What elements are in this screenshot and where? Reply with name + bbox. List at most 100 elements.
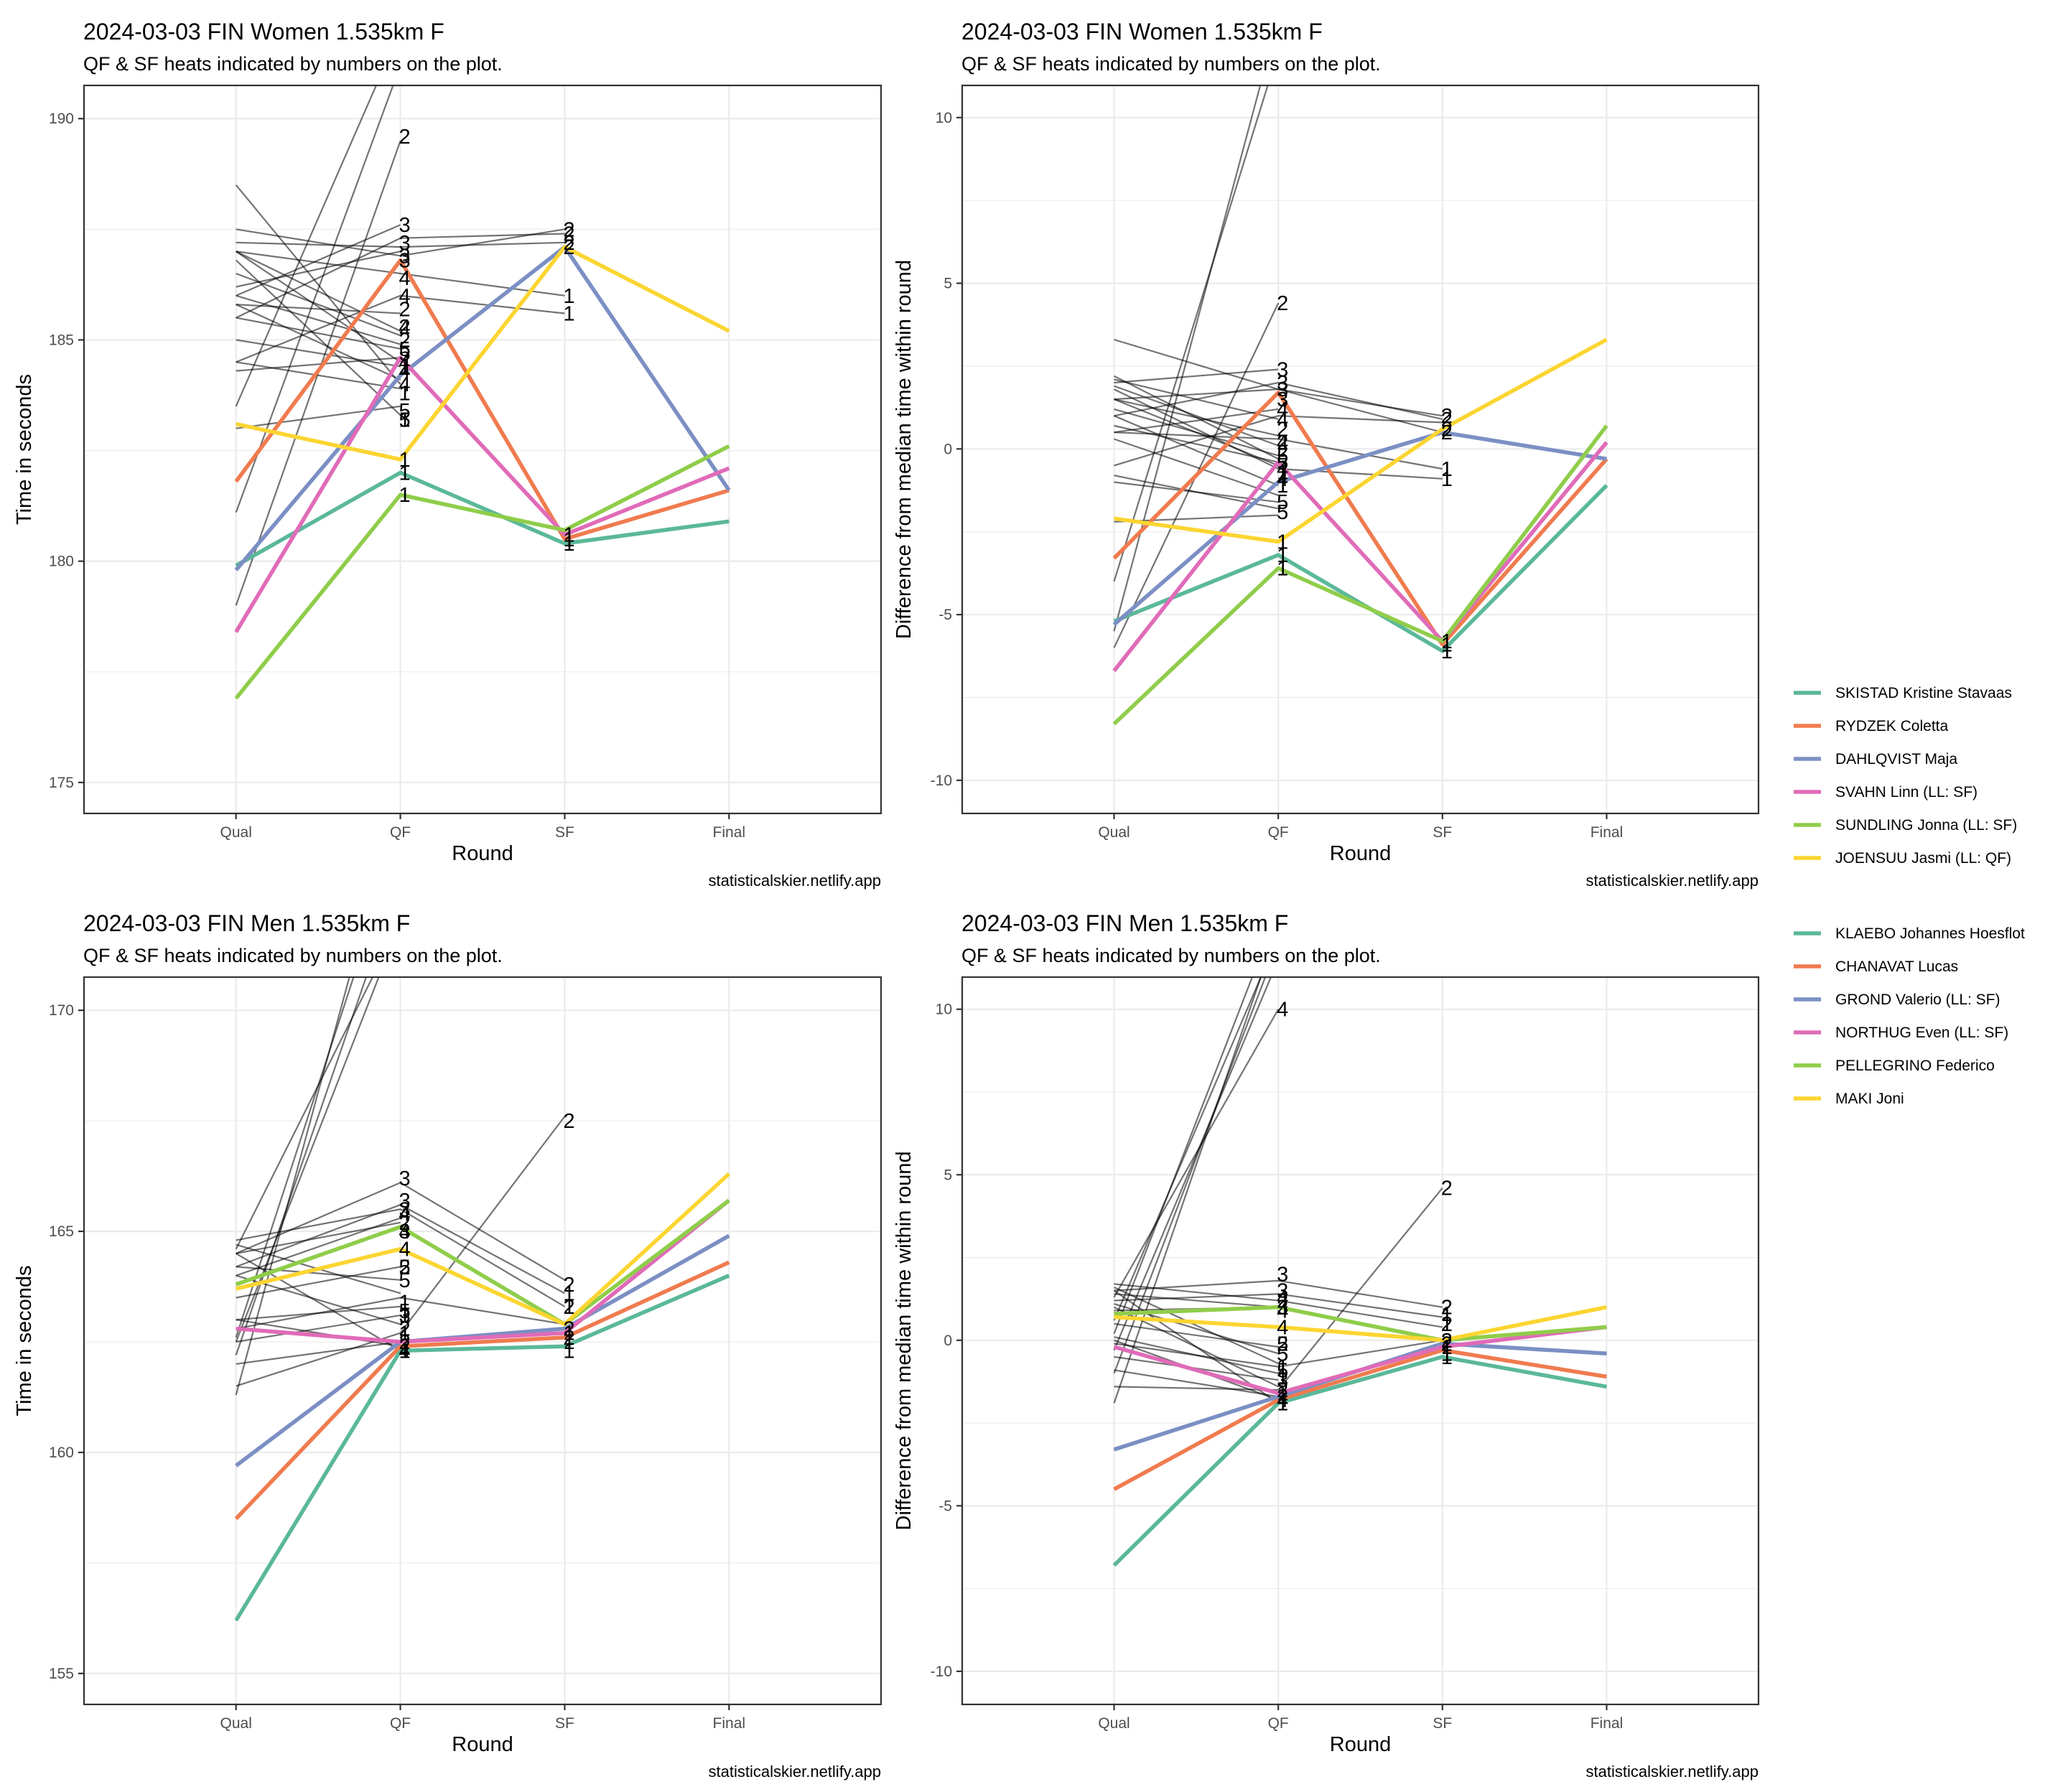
heat-label: 5 [1277, 445, 1288, 468]
y-tick-label: -10 [931, 773, 952, 789]
heat-label: 1 [1277, 1356, 1288, 1379]
heat-label: 1 [1441, 1343, 1453, 1366]
heat-label: 4 [399, 373, 410, 396]
y-tick-label: -5 [938, 1498, 952, 1514]
heat-label: 2 [563, 1327, 574, 1350]
heat-label: 4 [1277, 458, 1288, 481]
x-tick-label: Final [1590, 1715, 1624, 1732]
heat-label: 1 [399, 1292, 410, 1315]
y-axis-title: Difference from median time within round [893, 1151, 916, 1530]
x-tick-label: QF [1268, 824, 1289, 841]
athlete-line-other [236, 251, 401, 363]
athlete-line-other [1114, 475, 1279, 510]
chart-caption: statisticalskier.netlify.app [709, 1763, 881, 1781]
athlete-line-other [236, 1203, 565, 1294]
heat-label: 3 [1277, 359, 1288, 382]
heat-label: 4 [399, 1238, 410, 1261]
heat-label: 3 [399, 1305, 410, 1327]
heat-label: 3 [399, 245, 410, 268]
y-tick-label: 155 [49, 1666, 74, 1682]
athlete-line-other [235, 85, 394, 513]
y-tick-label: 10 [936, 1002, 952, 1018]
heat-label: 1 [563, 528, 574, 551]
heat-label: 3 [1277, 372, 1288, 395]
heat-label: 5 [399, 1256, 410, 1279]
chart-caption: statisticalskier.netlify.app [1586, 872, 1759, 890]
heat-label: 4 [399, 360, 410, 383]
heat-label: 2 [1277, 1386, 1288, 1409]
heat-label: 2 [1441, 409, 1453, 431]
x-tick-label: QF [390, 1715, 411, 1732]
heat-label: 3 [399, 249, 410, 272]
legend-entry: SKISTAD Kristine Stavaas [1835, 685, 2012, 701]
heat-label: 2 [1441, 1333, 1453, 1355]
heat-label: 2 [563, 1274, 574, 1297]
heat-label: 4 [399, 351, 410, 374]
athlete-line-other [1113, 977, 1262, 1404]
heat-label: 1 [1441, 634, 1453, 657]
x-tick-label: QF [390, 824, 411, 841]
heat-label: 5 [1277, 452, 1288, 475]
y-tick-label: 160 [49, 1445, 74, 1461]
series-line [1113, 1325, 1607, 1396]
heat-label: 4 [1277, 999, 1288, 1022]
heat-label: 1 [399, 409, 410, 431]
heat-label: 2 [563, 236, 574, 259]
athlete-line-other [1113, 977, 1272, 1351]
heat-label: 1 [1277, 557, 1288, 580]
athlete-line-other [1114, 415, 1443, 467]
heat-label: 1 [563, 1322, 574, 1345]
heat-label: 2 [563, 223, 574, 246]
series-line [1112, 430, 1607, 626]
x-tick-label: SF [555, 1715, 574, 1732]
legend-entry: PELLEGRINO Federico [1835, 1058, 1995, 1074]
athlete-line-other [1114, 398, 1279, 437]
heat-label: 2 [399, 1318, 410, 1341]
heat-label: 1 [399, 1305, 410, 1327]
heat-label: 5 [399, 1300, 410, 1323]
series-line [235, 470, 730, 568]
athlete-line-other [236, 357, 401, 372]
x-tick-label: SF [555, 824, 574, 841]
heat-label: 1 [1441, 1346, 1453, 1369]
athlete-line-other [236, 294, 401, 345]
heat-label: 1 [1441, 1303, 1453, 1326]
x-tick-label: Final [713, 824, 746, 841]
panels: 3333442242554144155111122222111111751801… [13, 19, 1760, 1781]
athlete-line-other [236, 1305, 401, 1321]
heat-label: 1 [399, 449, 410, 472]
y-axis-title: Difference from median time within round [893, 260, 916, 639]
legend: SKISTAD Kristine Stavaas RYDZEK Coletta DA… [1794, 685, 2017, 867]
heat-label: 2 [563, 1296, 574, 1319]
athlete-line-other [235, 85, 378, 407]
athlete-line-other [235, 977, 350, 1396]
heat-label: 1 [1277, 1392, 1288, 1415]
heat-label: 2 [1277, 1379, 1288, 1402]
heat-label: 2 [1441, 1330, 1453, 1353]
heat-label: 1 [1277, 1366, 1288, 1389]
heat-label: 2 [1441, 405, 1453, 428]
y-tick-label: 0 [944, 1333, 952, 1349]
series-line [234, 258, 730, 541]
heat-label: 2 [399, 126, 410, 149]
heat-label: 3 [399, 1221, 410, 1243]
heat-label: 4 [1277, 1316, 1288, 1339]
heat-label: 3 [1277, 378, 1288, 401]
x-axis-title: Round [452, 842, 513, 865]
athlete-line-other [235, 184, 401, 385]
athlete-line-other [1114, 415, 1279, 487]
heat-label: 3 [1277, 1280, 1288, 1303]
x-axis-title: Round [1330, 842, 1391, 865]
athlete-line-other [236, 1297, 565, 1330]
series-line [234, 1260, 730, 1521]
x-tick-label: SF [1433, 1715, 1452, 1732]
athlete-line-other [1114, 1336, 1279, 1374]
heat-label: 1 [563, 1282, 574, 1305]
athlete-line-other [1114, 378, 1279, 420]
athlete-line-other [1114, 431, 1443, 470]
heat-label: 3 [1277, 388, 1288, 411]
heat-label: 1 [563, 302, 574, 325]
